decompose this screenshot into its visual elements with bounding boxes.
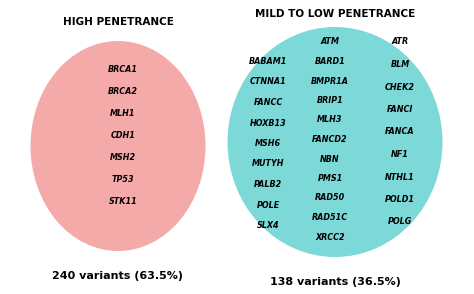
Text: CDH1: CDH1 [110, 131, 136, 141]
Text: XRCC2: XRCC2 [315, 233, 345, 241]
Text: HOXB13: HOXB13 [250, 118, 286, 128]
Text: BRCA1: BRCA1 [108, 66, 138, 74]
Text: SLX4: SLX4 [257, 221, 279, 230]
Text: BARD1: BARD1 [315, 57, 346, 66]
Text: RAD51C: RAD51C [312, 213, 348, 222]
Text: MLH3: MLH3 [317, 116, 343, 124]
Text: BRCA2: BRCA2 [108, 88, 138, 96]
Ellipse shape [30, 41, 206, 251]
Text: CHEK2: CHEK2 [385, 83, 415, 91]
Ellipse shape [228, 27, 443, 257]
Text: MLH1: MLH1 [110, 109, 136, 118]
Text: MSH6: MSH6 [255, 139, 281, 148]
Text: FANCA: FANCA [385, 128, 415, 136]
Text: TP53: TP53 [112, 176, 134, 185]
Text: FANCD2: FANCD2 [312, 135, 348, 144]
Text: STK11: STK11 [109, 198, 137, 206]
Text: ATM: ATM [320, 38, 339, 46]
Text: PALB2: PALB2 [254, 180, 282, 189]
Text: MUTYH: MUTYH [252, 160, 284, 168]
Text: 138 variants (36.5%): 138 variants (36.5%) [270, 277, 401, 287]
Text: CTNNA1: CTNNA1 [250, 78, 286, 86]
Text: BMPR1A: BMPR1A [311, 76, 349, 86]
Text: NBN: NBN [320, 155, 340, 163]
Text: MILD TO LOW PENETRANCE: MILD TO LOW PENETRANCE [255, 9, 415, 19]
Text: BABAM1: BABAM1 [249, 57, 287, 66]
Text: NF1: NF1 [391, 150, 409, 159]
Text: ATR: ATR [392, 38, 409, 46]
Text: BLM: BLM [391, 60, 410, 69]
Text: 240 variants (63.5%): 240 variants (63.5%) [53, 271, 183, 281]
Text: POLG: POLG [388, 218, 412, 226]
Text: HIGH PENETRANCE: HIGH PENETRANCE [63, 17, 173, 27]
Text: POLD1: POLD1 [385, 195, 415, 204]
Text: PMS1: PMS1 [318, 174, 343, 183]
Text: FANCC: FANCC [254, 98, 283, 107]
Text: RAD50: RAD50 [315, 193, 345, 203]
Text: BRIP1: BRIP1 [317, 96, 343, 105]
Text: POLE: POLE [256, 201, 280, 210]
Text: MSH2: MSH2 [110, 153, 136, 163]
Text: NTHL1: NTHL1 [385, 173, 415, 181]
Text: FANCI: FANCI [387, 105, 413, 114]
